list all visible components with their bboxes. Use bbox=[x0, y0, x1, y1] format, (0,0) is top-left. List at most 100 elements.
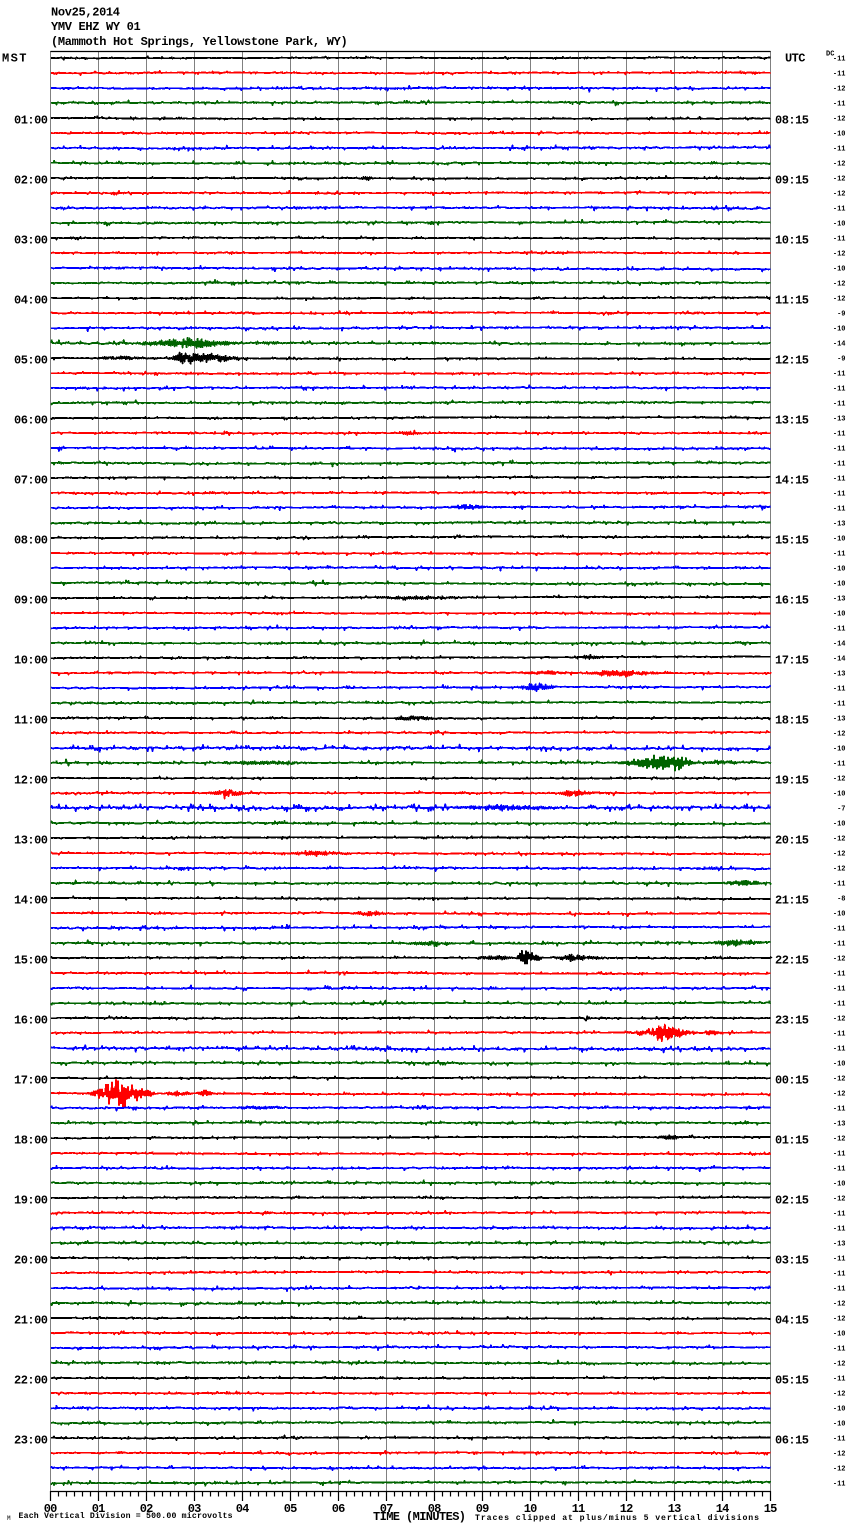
svg-text:-13: -13 bbox=[833, 416, 846, 424]
svg-text:14: 14 bbox=[716, 1502, 730, 1516]
svg-text:02:15: 02:15 bbox=[775, 1194, 809, 1208]
svg-text:05:00: 05:00 bbox=[14, 354, 48, 368]
svg-text:01: 01 bbox=[92, 1502, 106, 1516]
svg-text:22:00: 22:00 bbox=[14, 1374, 48, 1388]
svg-text:-11: -11 bbox=[833, 941, 846, 949]
svg-text:-11: -11 bbox=[833, 386, 846, 394]
svg-text:09:15: 09:15 bbox=[775, 174, 809, 188]
svg-text:-10: -10 bbox=[833, 221, 846, 229]
svg-text:-12: -12 bbox=[833, 191, 846, 199]
svg-text:-13: -13 bbox=[833, 521, 846, 529]
svg-text:21:00: 21:00 bbox=[14, 1314, 48, 1328]
svg-text:Traces clipped at plus/minus 5: Traces clipped at plus/minus 5 vertical … bbox=[475, 1513, 759, 1523]
svg-text:-11: -11 bbox=[833, 1046, 846, 1054]
svg-text:16:00: 16:00 bbox=[14, 1014, 48, 1028]
svg-text:-11: -11 bbox=[833, 101, 846, 109]
svg-text:-14: -14 bbox=[833, 641, 846, 649]
svg-text:03:15: 03:15 bbox=[775, 1254, 809, 1268]
svg-text:20:15: 20:15 bbox=[775, 834, 809, 848]
svg-text:-11: -11 bbox=[833, 236, 846, 244]
svg-text:-11: -11 bbox=[833, 56, 846, 64]
svg-text:12: 12 bbox=[620, 1502, 634, 1516]
svg-text:-7: -7 bbox=[837, 806, 845, 814]
svg-text:14:15: 14:15 bbox=[775, 474, 809, 488]
svg-text:-12: -12 bbox=[833, 1466, 846, 1474]
svg-text:-10: -10 bbox=[833, 1421, 846, 1429]
svg-text:-12: -12 bbox=[833, 161, 846, 169]
svg-text:-11: -11 bbox=[833, 401, 846, 409]
svg-text:00:15: 00:15 bbox=[775, 1074, 809, 1088]
svg-text:-8: -8 bbox=[837, 896, 845, 904]
svg-text:-12: -12 bbox=[833, 176, 846, 184]
svg-text:-11: -11 bbox=[833, 881, 846, 889]
svg-text:03:00: 03:00 bbox=[14, 234, 48, 248]
svg-text:MST: MST bbox=[2, 52, 27, 66]
svg-text:05:15: 05:15 bbox=[775, 1374, 809, 1388]
svg-text:-12: -12 bbox=[833, 956, 846, 964]
svg-text:-10: -10 bbox=[833, 746, 846, 754]
svg-text:13:00: 13:00 bbox=[14, 834, 48, 848]
svg-text:-11: -11 bbox=[833, 146, 846, 154]
svg-text:06: 06 bbox=[332, 1502, 346, 1516]
svg-text:-12: -12 bbox=[833, 1076, 846, 1084]
svg-text:-11: -11 bbox=[833, 1436, 846, 1444]
svg-text:-13: -13 bbox=[833, 1241, 846, 1249]
svg-text:-11: -11 bbox=[833, 1106, 846, 1114]
svg-text:08:15: 08:15 bbox=[775, 114, 809, 128]
svg-text:-11: -11 bbox=[833, 431, 846, 439]
svg-text:-10: -10 bbox=[833, 1181, 846, 1189]
svg-text:-11: -11 bbox=[833, 506, 846, 514]
svg-text:(Mammoth Hot Springs, Yellowst: (Mammoth Hot Springs, Yellowstone Park, … bbox=[51, 35, 348, 49]
svg-text:23:00: 23:00 bbox=[14, 1434, 48, 1448]
svg-text:-11: -11 bbox=[833, 686, 846, 694]
svg-text:13: 13 bbox=[668, 1502, 682, 1516]
svg-text:13:15: 13:15 bbox=[775, 414, 809, 428]
svg-text:-9: -9 bbox=[837, 311, 845, 319]
svg-text:-11: -11 bbox=[833, 761, 846, 769]
svg-text:-10: -10 bbox=[833, 611, 846, 619]
svg-text:-11: -11 bbox=[833, 971, 846, 979]
svg-text:22:15: 22:15 bbox=[775, 954, 809, 968]
svg-text:18:00: 18:00 bbox=[14, 1134, 48, 1148]
svg-text:-13: -13 bbox=[833, 671, 846, 679]
svg-text:11: 11 bbox=[572, 1502, 586, 1516]
svg-text:-13: -13 bbox=[833, 596, 846, 604]
svg-text:09:00: 09:00 bbox=[14, 594, 48, 608]
svg-text:11:00: 11:00 bbox=[14, 714, 48, 728]
svg-text:-12: -12 bbox=[833, 251, 846, 259]
svg-text:-12: -12 bbox=[833, 1196, 846, 1204]
svg-text:-11: -11 bbox=[833, 626, 846, 634]
svg-text:21:15: 21:15 bbox=[775, 894, 809, 908]
svg-text:14:00: 14:00 bbox=[14, 894, 48, 908]
svg-text:-12: -12 bbox=[833, 1451, 846, 1459]
svg-text:10:00: 10:00 bbox=[14, 654, 48, 668]
svg-text:-9: -9 bbox=[837, 356, 845, 364]
svg-text:-12: -12 bbox=[833, 866, 846, 874]
svg-text:-11: -11 bbox=[833, 461, 846, 469]
svg-text:-14: -14 bbox=[833, 656, 846, 664]
svg-text:-12: -12 bbox=[833, 1391, 846, 1399]
svg-text:-12: -12 bbox=[833, 836, 846, 844]
svg-text:-11: -11 bbox=[833, 1166, 846, 1174]
svg-text:-11: -11 bbox=[833, 1226, 846, 1234]
svg-text:TIME (MINUTES): TIME (MINUTES) bbox=[373, 1510, 466, 1524]
svg-text:17:00: 17:00 bbox=[14, 1074, 48, 1088]
svg-text:-12: -12 bbox=[833, 731, 846, 739]
svg-text:-10: -10 bbox=[833, 911, 846, 919]
svg-text:-12: -12 bbox=[833, 281, 846, 289]
svg-text:06:00: 06:00 bbox=[14, 414, 48, 428]
svg-text:-12: -12 bbox=[833, 1301, 846, 1309]
svg-text:11:15: 11:15 bbox=[775, 294, 809, 308]
svg-text:12:00: 12:00 bbox=[14, 774, 48, 788]
svg-text:16:15: 16:15 bbox=[775, 594, 809, 608]
svg-text:18:15: 18:15 bbox=[775, 714, 809, 728]
svg-text:-12: -12 bbox=[833, 851, 846, 859]
svg-text:-11: -11 bbox=[833, 1001, 846, 1009]
svg-text:10:15: 10:15 bbox=[775, 234, 809, 248]
svg-text:19:15: 19:15 bbox=[775, 774, 809, 788]
svg-text:-11: -11 bbox=[833, 701, 846, 709]
svg-text:20:00: 20:00 bbox=[14, 1254, 48, 1268]
svg-text:15: 15 bbox=[764, 1502, 778, 1516]
svg-text:-13: -13 bbox=[833, 716, 846, 724]
svg-text:-11: -11 bbox=[833, 1481, 846, 1489]
